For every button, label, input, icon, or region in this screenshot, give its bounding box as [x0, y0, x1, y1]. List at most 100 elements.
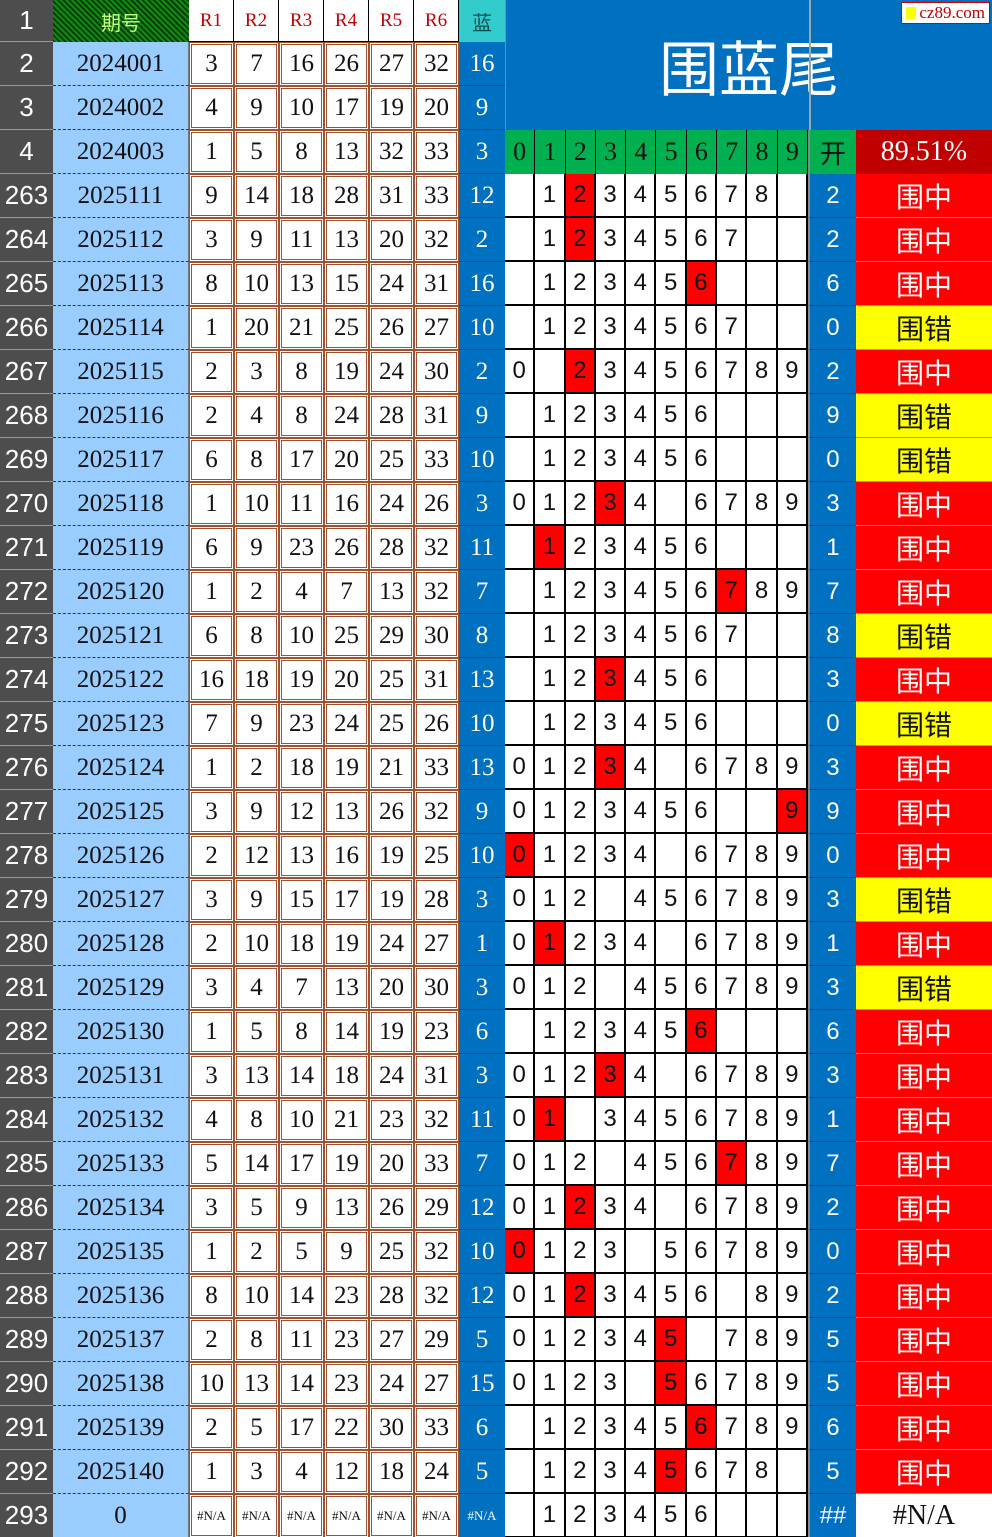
digit-cell[interactable]: 6 — [686, 262, 718, 306]
digit-cell[interactable]: 4 — [626, 526, 657, 570]
open-tail-cell[interactable]: 9 — [807, 790, 856, 834]
digit-header[interactable]: 9 — [777, 130, 808, 174]
red-ball-cell[interactable]: 20 — [369, 1142, 414, 1186]
digit-cell[interactable]: 9 — [777, 1230, 808, 1274]
digit-cell[interactable]: 5 — [656, 614, 687, 658]
result-cell[interactable]: 围中 — [855, 350, 992, 394]
red-ball-cell[interactable]: 9 — [234, 790, 279, 834]
blue-ball-cell[interactable]: 2 — [459, 350, 505, 394]
row-number[interactable]: 4 — [0, 130, 53, 174]
red-ball-cell[interactable]: 19 — [324, 1142, 369, 1186]
result-cell[interactable]: 围中 — [855, 1406, 992, 1450]
digit-cell[interactable]: 4 — [626, 482, 657, 526]
red-ball-cell[interactable]: 5 — [189, 1142, 234, 1186]
digit-cell[interactable]: 6 — [686, 394, 718, 438]
open-tail-cell[interactable]: 1 — [807, 526, 856, 570]
digit-cell[interactable]: 4 — [626, 394, 657, 438]
open-header[interactable]: 开 — [807, 130, 856, 174]
digit-cell[interactable]: 0 — [505, 1318, 536, 1362]
digit-cell[interactable] — [747, 394, 778, 438]
digit-cell[interactable]: 4 — [626, 1186, 657, 1230]
digit-cell[interactable] — [505, 526, 536, 570]
red-ball-cell[interactable]: 20 — [369, 218, 414, 262]
result-cell[interactable]: 围中 — [855, 174, 992, 218]
blue-ball-header[interactable]: 蓝 — [459, 0, 505, 42]
row-number[interactable]: 267 — [0, 350, 53, 394]
digit-cell[interactable] — [505, 614, 536, 658]
red-ball-cell[interactable]: 1 — [189, 306, 234, 350]
digit-cell[interactable]: 6 — [686, 1010, 718, 1054]
red-ball-cell[interactable]: 19 — [279, 658, 324, 702]
digit-cell[interactable]: 7 — [717, 174, 748, 218]
digit-cell[interactable] — [777, 526, 808, 570]
digit-cell[interactable]: 3 — [595, 658, 627, 702]
red-ball-cell[interactable]: 24 — [369, 262, 414, 306]
result-cell[interactable]: 围中 — [855, 746, 992, 790]
row-number[interactable]: 270 — [0, 482, 53, 526]
digit-cell[interactable]: 3 — [595, 1098, 627, 1142]
red-ball-cell[interactable]: 13 — [324, 790, 369, 834]
red-ball-cell[interactable]: 12 — [324, 1450, 369, 1494]
digit-cell[interactable]: 8 — [747, 482, 778, 526]
digit-cell[interactable]: 4 — [626, 1010, 657, 1054]
red-ball-cell[interactable]: 1 — [189, 746, 234, 790]
red-ball-cell[interactable]: 32 — [369, 130, 414, 174]
red-ball-cell[interactable]: 4 — [279, 1450, 324, 1494]
period-cell[interactable]: 2025135 — [53, 1230, 189, 1274]
digit-cell[interactable]: 5 — [656, 1450, 687, 1494]
blue-ball-cell[interactable]: 12 — [459, 174, 505, 218]
digit-cell[interactable]: 9 — [777, 790, 808, 834]
period-cell[interactable]: 2025114 — [53, 306, 189, 350]
digit-cell[interactable]: 1 — [535, 1406, 566, 1450]
row-number[interactable]: 273 — [0, 614, 53, 658]
period-cell[interactable]: 2025125 — [53, 790, 189, 834]
digit-cell[interactable] — [505, 570, 536, 614]
row-number[interactable]: 283 — [0, 1054, 53, 1098]
open-tail-cell[interactable]: 2 — [807, 218, 856, 262]
period-cell[interactable]: 2025119 — [53, 526, 189, 570]
period-cell[interactable]: 2025129 — [53, 966, 189, 1010]
digit-cell[interactable]: 7 — [717, 834, 748, 878]
blue-ball-cell[interactable]: 3 — [459, 878, 505, 922]
digit-cell[interactable]: 9 — [777, 966, 808, 1010]
blue-ball-cell[interactable]: 3 — [459, 482, 505, 526]
blue-ball-cell[interactable]: #N/A — [459, 1494, 505, 1537]
digit-cell[interactable]: 5 — [656, 790, 687, 834]
red-ball-header[interactable]: R4 — [324, 0, 369, 42]
red-ball-cell[interactable]: 16 — [279, 42, 324, 86]
digit-cell[interactable] — [747, 526, 778, 570]
digit-cell[interactable]: 7 — [717, 1098, 748, 1142]
red-ball-cell[interactable]: 24 — [414, 1450, 459, 1494]
red-ball-cell[interactable]: 13 — [369, 570, 414, 614]
digit-cell[interactable]: 4 — [626, 1274, 657, 1318]
blue-ball-cell[interactable]: 11 — [459, 526, 505, 570]
period-cell[interactable]: 2025115 — [53, 350, 189, 394]
red-ball-header[interactable]: R3 — [279, 0, 324, 42]
digit-cell[interactable]: 3 — [595, 174, 627, 218]
digit-cell[interactable]: 3 — [595, 1010, 627, 1054]
digit-cell[interactable] — [717, 526, 748, 570]
red-ball-cell[interactable]: 19 — [324, 922, 369, 966]
red-ball-cell[interactable]: 9 — [279, 1186, 324, 1230]
digit-cell[interactable]: 6 — [686, 614, 718, 658]
red-ball-cell[interactable]: 17 — [279, 1142, 324, 1186]
open-tail-cell[interactable]: 6 — [807, 1406, 856, 1450]
blue-ball-cell[interactable]: 16 — [459, 42, 505, 86]
red-ball-cell[interactable]: 8 — [234, 1318, 279, 1362]
red-ball-cell[interactable]: 17 — [279, 1406, 324, 1450]
blue-ball-cell[interactable]: 8 — [459, 614, 505, 658]
red-ball-cell[interactable]: 10 — [189, 1362, 234, 1406]
digit-cell[interactable]: 3 — [595, 570, 627, 614]
period-cell[interactable]: 2025121 — [53, 614, 189, 658]
digit-cell[interactable]: 4 — [626, 306, 657, 350]
row-number[interactable]: 278 — [0, 834, 53, 878]
digit-cell[interactable] — [777, 1494, 808, 1537]
result-cell[interactable]: 围中 — [855, 1274, 992, 1318]
digit-cell[interactable]: 2 — [565, 1142, 596, 1186]
row-number[interactable]: 289 — [0, 1318, 53, 1362]
open-tail-cell[interactable]: 5 — [807, 1362, 856, 1406]
result-cell[interactable]: 围错 — [855, 966, 992, 1010]
red-ball-cell[interactable]: 4 — [279, 570, 324, 614]
digit-cell[interactable]: 6 — [686, 834, 718, 878]
red-ball-cell[interactable]: #N/A — [414, 1494, 459, 1537]
